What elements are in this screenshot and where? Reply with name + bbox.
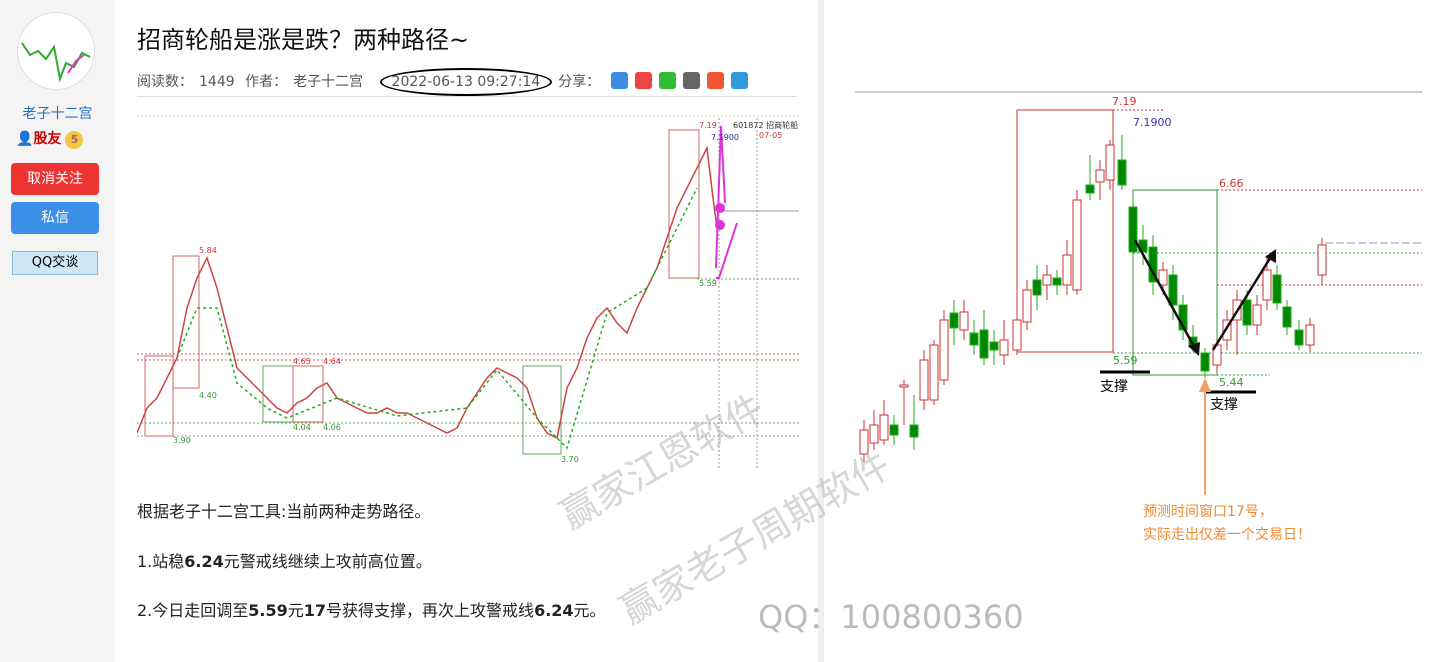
divider (818, 0, 824, 662)
article-title: 招商轮船是涨是跌？两种路径~ (137, 26, 470, 54)
share-icon[interactable] (682, 71, 700, 89)
date: 2022-06-13 09:27:14 (379, 68, 553, 96)
text: 元。 (573, 601, 606, 620)
arrows (1133, 239, 1276, 356)
watermark: QQ：100800360 (758, 598, 1024, 636)
paragraph: 根据老子十二宫工具:当前两种走势路径。 (137, 498, 430, 522)
qq-button[interactable]: QQ交谈 (12, 251, 98, 275)
badge: 👤股友 5 (16, 128, 84, 149)
share-icons (610, 71, 755, 93)
chart-label: 3.90 (173, 436, 191, 445)
share-icon[interactable] (730, 71, 748, 89)
share-icon[interactable] (634, 71, 652, 89)
left-chart-image: 7.19 7.1900 601872 招商轮船 07-05 5.84 4.40 … (137, 115, 799, 468)
support-label: 支撑 (1100, 379, 1128, 395)
bold-text: 6.24 (184, 552, 224, 571)
chart-label: 5.59 (699, 279, 717, 288)
text: 1.站稳 (137, 552, 185, 571)
separator (137, 96, 797, 97)
text: 号获得支撑，再次上攻警戒线 (326, 601, 535, 620)
text: 元警戒线继续上攻前高位置。 (223, 552, 432, 571)
sidebar: 老子十二宫 👤股友 5 取消关注 私信 QQ交谈 (0, 0, 115, 662)
share-icon[interactable] (658, 71, 676, 89)
share-icon[interactable] (610, 71, 628, 89)
chart-label: 4.64 (323, 357, 341, 366)
watermark: 赢家江恩软件 (553, 386, 772, 538)
paragraph: 1.站稳6.24元警戒线继续上攻前高位置。 (137, 548, 432, 572)
author-label: 作者： (245, 74, 288, 90)
share-icon[interactable] (706, 71, 724, 89)
chart-label: 5.44 (1219, 376, 1244, 389)
chart-label: 6.66 (1219, 177, 1244, 190)
annotation: 实际走出仅差一个交易日！ (1143, 526, 1311, 543)
chart-label: 5.59 (1113, 354, 1138, 367)
reads-label: 阅读数： (137, 74, 193, 90)
chart-label: 601872 招商轮船 (733, 120, 798, 130)
article-meta: 阅读数： 1449 作者： 老子十二宫 2022-06-13 09:27:14 分享： (137, 68, 761, 96)
paragraph: 2.今日走回调至5.59元17号获得支撑，再次上攻警戒线6.24元。 (137, 597, 606, 621)
author[interactable]: 老子十二宫 (293, 74, 364, 90)
badge-text: 股友 (33, 131, 62, 147)
text: 2.今日走回调至 (137, 601, 249, 620)
support-label: 支撑 (1210, 397, 1238, 413)
chart-label: 4.40 (199, 391, 217, 400)
message-button[interactable]: 私信 (11, 202, 99, 234)
reads: 1449 (199, 74, 235, 90)
chart-label: 7.19 (1112, 95, 1137, 108)
chart-label: 7.1900 (711, 133, 739, 142)
chart-label: 3.70 (561, 455, 579, 464)
chart-label: 7.1900 (1133, 116, 1172, 129)
chart-label: 4.06 (323, 423, 341, 432)
unfollow-button[interactable]: 取消关注 (11, 163, 99, 195)
avatar[interactable] (17, 12, 95, 90)
chart-label: 4.04 (293, 423, 311, 432)
chart-label: 5.84 (199, 246, 217, 255)
text: 根据老子十二宫工具:当前两种走势路径。 (137, 502, 431, 521)
chart-label: 7.19 (699, 121, 717, 130)
annotation: 预测时间窗口17号， (1143, 503, 1273, 520)
username[interactable]: 老子十二宫 (22, 106, 93, 122)
bold-text: 5.59 (248, 601, 288, 620)
level: 5 (65, 131, 84, 149)
share-label: 分享： (558, 74, 601, 90)
bold-text: 17 (303, 601, 327, 620)
chart-label: 4.65 (293, 357, 311, 366)
avatar-image (21, 42, 91, 83)
chart-label: 07-05 (759, 131, 782, 140)
text: 元 (287, 601, 304, 620)
bold-text: 6.24 (534, 601, 574, 620)
